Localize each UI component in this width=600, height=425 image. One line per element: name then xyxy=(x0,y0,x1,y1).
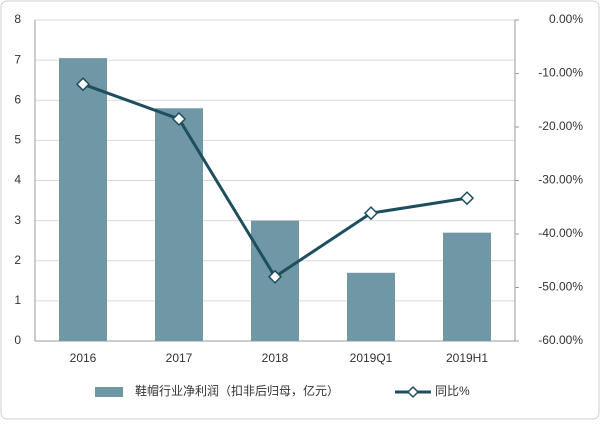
bar xyxy=(347,272,395,341)
legend-label: 同比% xyxy=(435,384,470,398)
marker xyxy=(171,111,187,127)
x-tick-label: 2018 xyxy=(262,351,289,365)
legend-swatch xyxy=(95,387,123,397)
y2-tick-label: -40.00% xyxy=(538,226,583,240)
y-tick-label: 2 xyxy=(14,253,21,267)
bar xyxy=(443,232,491,341)
legend-label: 鞋帽行业净利润（扣非后归母，亿元） xyxy=(135,383,339,398)
y-tick-label: 6 xyxy=(14,92,21,106)
marker xyxy=(267,269,283,284)
x-tick-label: 2016 xyxy=(70,351,97,365)
y-tick-label: 8 xyxy=(14,12,21,26)
marker xyxy=(75,77,91,92)
bar xyxy=(155,108,203,342)
y2-tick-label: -20.00% xyxy=(538,119,583,133)
marker xyxy=(459,191,475,206)
y2-tick-label: -50.00% xyxy=(538,280,583,294)
y-tick-label: 3 xyxy=(14,213,21,227)
y2-tick-label: -10.00% xyxy=(538,66,583,80)
y2-tick-label: -60.00% xyxy=(538,333,583,347)
y2-tick-label: -30.00% xyxy=(538,173,583,187)
x-tick-label: 2017 xyxy=(166,351,193,365)
y-tick-label: 0 xyxy=(14,333,21,347)
marker xyxy=(363,206,379,221)
x-tick-label: 2019H1 xyxy=(446,351,488,365)
y-tick-label: 7 xyxy=(14,52,21,66)
bar xyxy=(59,58,107,342)
y-tick-label: 5 xyxy=(14,133,21,147)
y-tick-label: 4 xyxy=(14,173,21,187)
y-tick-label: 1 xyxy=(14,293,21,307)
x-tick-label: 2019Q1 xyxy=(350,351,393,365)
y2-tick-label: 0.00% xyxy=(549,12,583,26)
legend-marker xyxy=(406,385,420,399)
